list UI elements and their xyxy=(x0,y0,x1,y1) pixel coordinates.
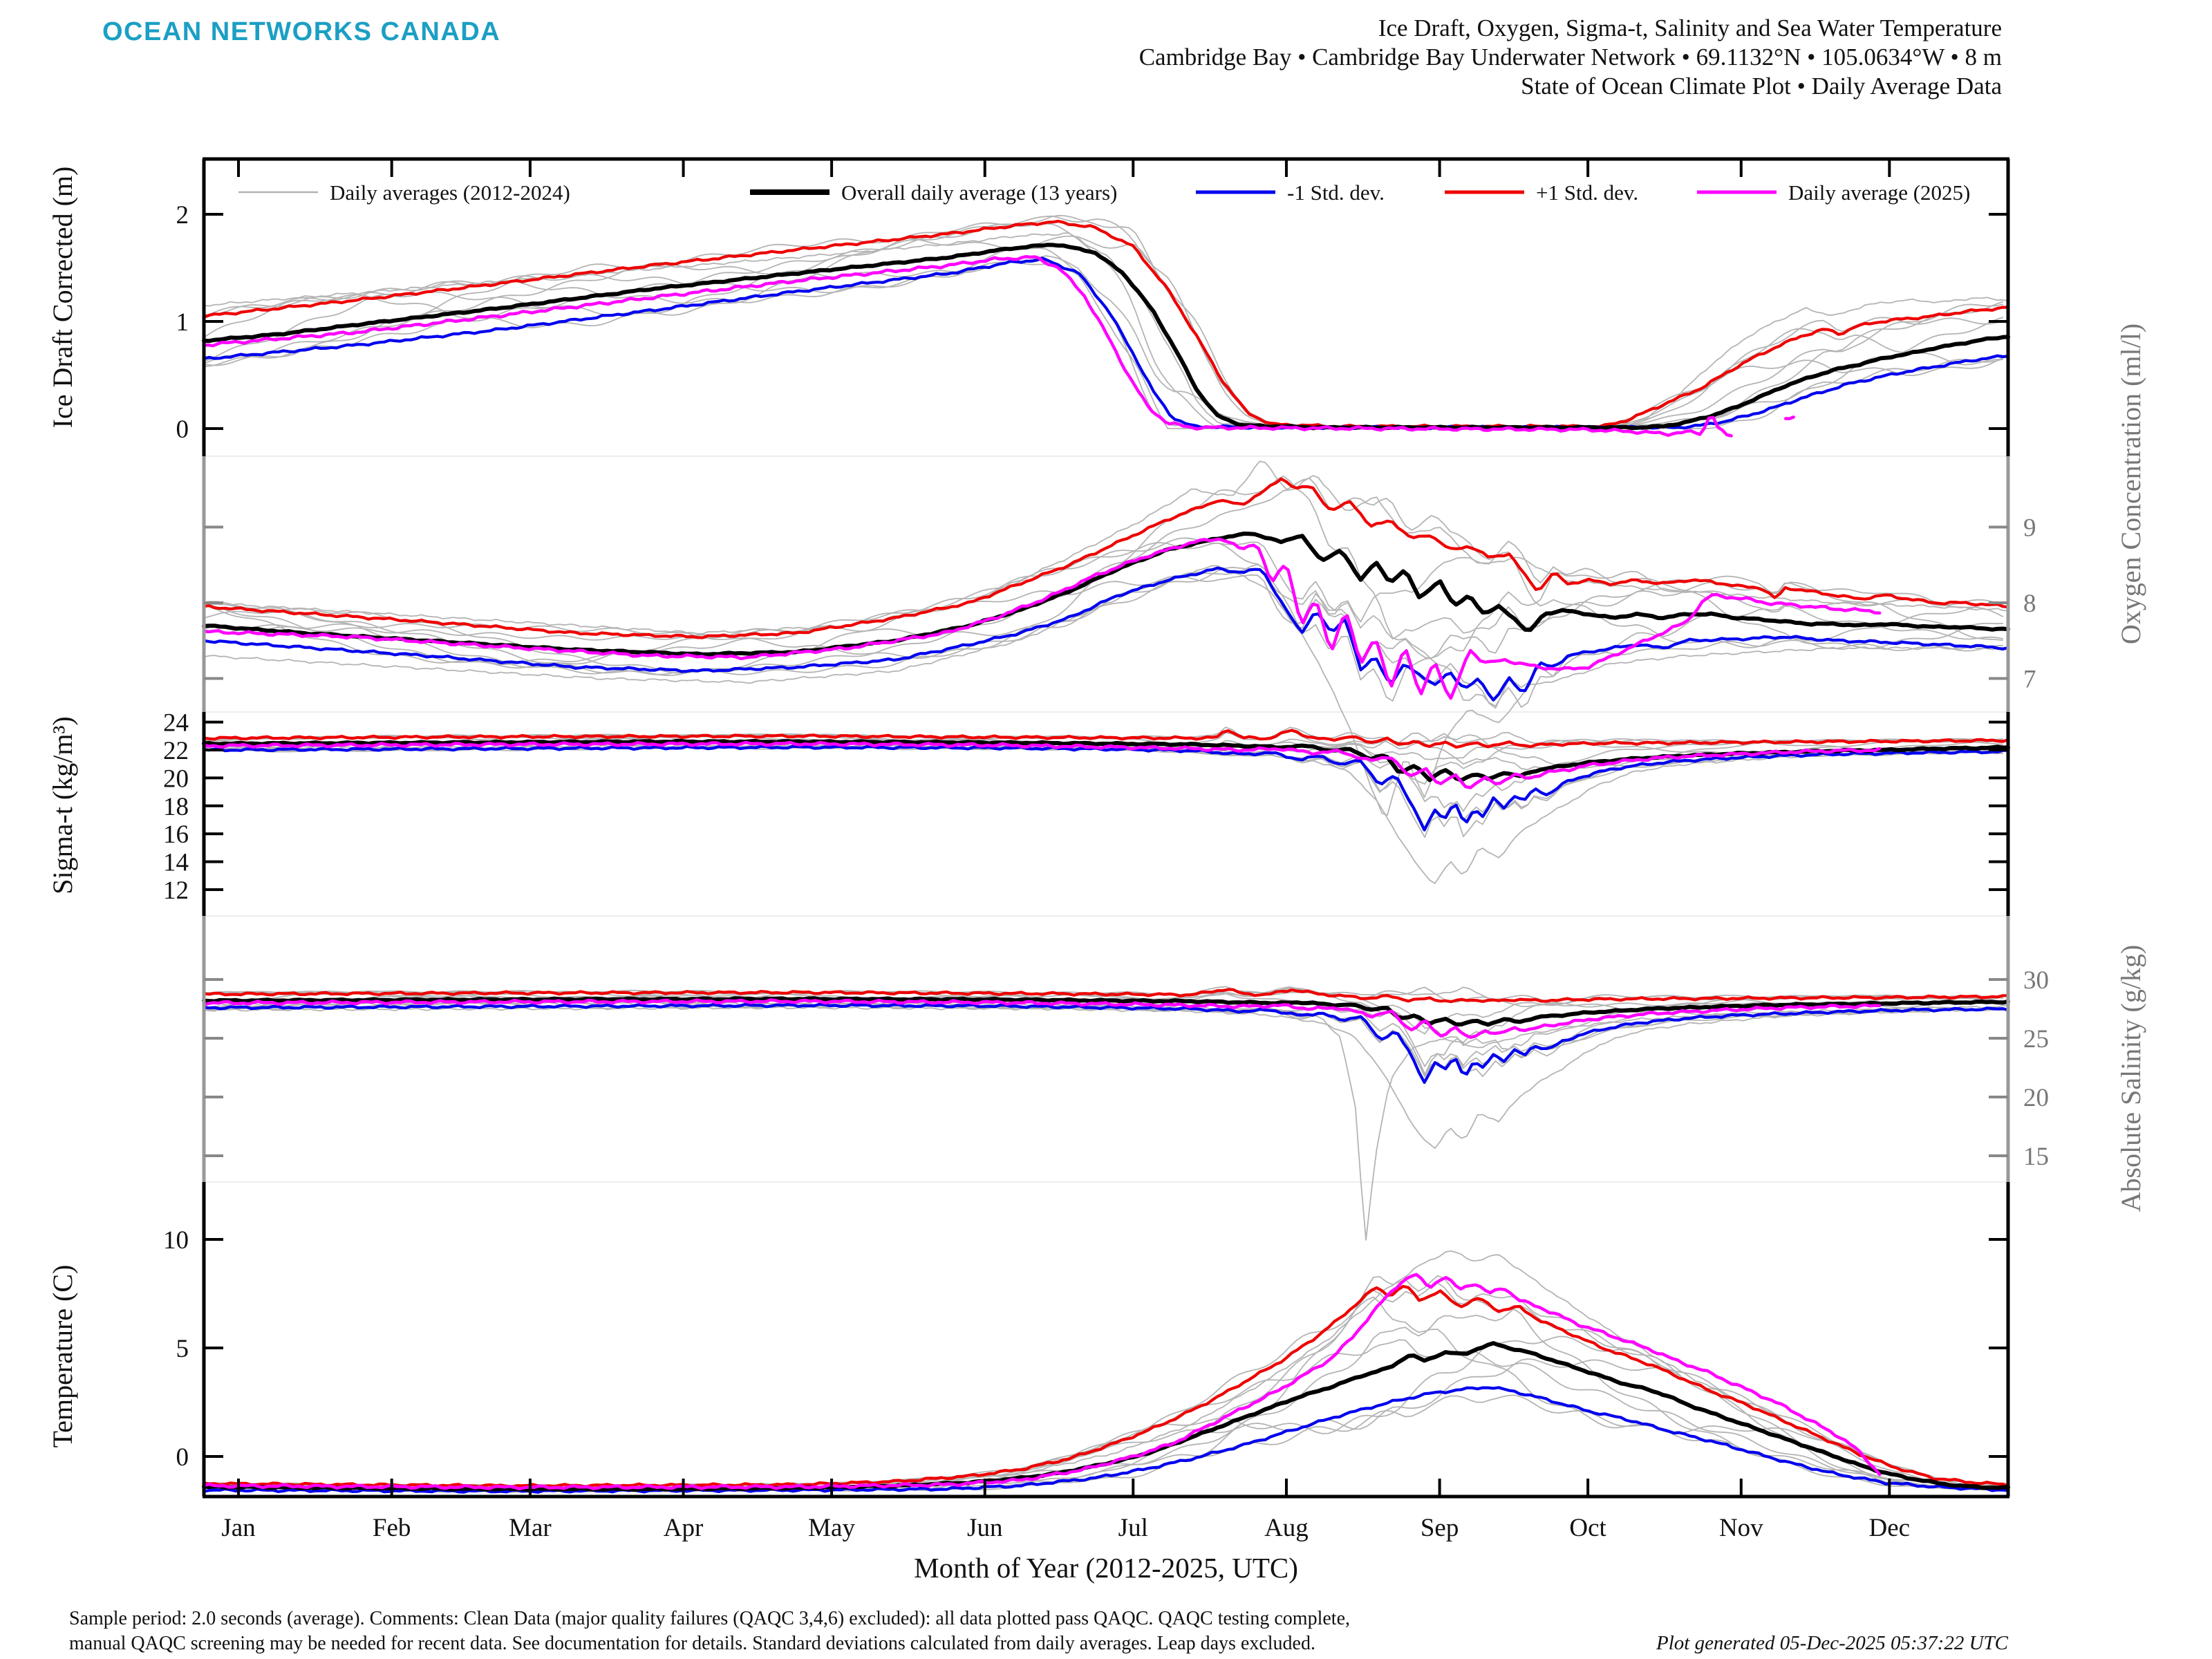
oxygen-minus-std-line xyxy=(202,566,2010,702)
oxygen-yearly-line xyxy=(203,566,2004,669)
oxygen-yearly-line xyxy=(203,542,2003,702)
sigma_t-tick-label: 16 xyxy=(163,821,189,849)
oxygen-2025-line xyxy=(202,537,1882,700)
month-label: May xyxy=(808,1514,855,1542)
sigma_t-tick-label: 22 xyxy=(163,737,189,765)
temperature-2025-line xyxy=(202,1273,1882,1491)
ice_draft-tick-label: 1 xyxy=(176,308,189,337)
sigma_t-2025-line xyxy=(202,740,1882,789)
plot-title-line2: Cambridge Bay • Cambridge Bay Underwater… xyxy=(1139,44,2002,71)
legend-label-4: +1 Std. dev. xyxy=(1536,180,1638,205)
ice_draft-yearly-line xyxy=(203,214,2004,429)
salinity-tick-label: 25 xyxy=(2023,1025,2049,1053)
salinity-yearly-line xyxy=(204,991,2003,1075)
legend-label-2: Overall daily average (13 years) xyxy=(841,180,1117,205)
ice_draft-plus-std-line xyxy=(202,219,2010,429)
month-label: Oct xyxy=(1569,1514,1606,1542)
salinity-minus-std-line xyxy=(202,1002,2010,1084)
salinity-yearly-line xyxy=(203,1006,2009,1150)
sigma_t-tick-label: 14 xyxy=(163,849,189,877)
temperature-tick-label: 5 xyxy=(176,1335,189,1363)
salinity-tick-label: 30 xyxy=(2023,966,2049,995)
ice_draft-axis-title: Ice Draft Corrected (m) xyxy=(47,167,78,429)
salinity-plus-std-line xyxy=(202,988,2010,1004)
temperature-tick-label: 0 xyxy=(176,1443,189,1472)
sigma_t-plus-std-line xyxy=(202,729,2010,749)
salinity-mean-line xyxy=(202,996,2010,1027)
month-label: Jul xyxy=(1118,1514,1148,1542)
month-label: Jun xyxy=(967,1514,1002,1542)
month-label: Nov xyxy=(1719,1514,1763,1542)
generated-timestamp: Plot generated 05-Dec-2025 05:37:22 UTC xyxy=(1656,1632,2009,1654)
month-label: Mar xyxy=(509,1514,552,1542)
oxygen-yearly-line xyxy=(203,460,2009,635)
sigma_t-mean-line xyxy=(202,738,2010,782)
ice_draft-tick-label: 0 xyxy=(176,415,189,444)
month-label: Apr xyxy=(664,1514,704,1542)
oxygen-tick-label: 7 xyxy=(2023,666,2036,694)
oxygen-axis-title: Oxygen Concentration (ml/l) xyxy=(2115,324,2146,644)
sigma_t-axis-title: Sigma-t (kg/m³) xyxy=(47,716,78,894)
month-label: Jan xyxy=(221,1514,255,1542)
salinity-tick-label: 20 xyxy=(2023,1084,2049,1112)
legend-label-5: Daily average (2025) xyxy=(1788,180,1970,205)
footer-line1: Sample period: 2.0 seconds (average). Co… xyxy=(69,1608,1350,1629)
footer-line2: manual QAQC screening may be needed for … xyxy=(69,1633,1315,1654)
month-label: Dec xyxy=(1869,1514,1911,1542)
plot-title-line3: State of Ocean Climate Plot • Daily Aver… xyxy=(1521,73,2002,100)
sigma_t-tick-label: 20 xyxy=(163,765,189,793)
month-label: Sep xyxy=(1421,1514,1459,1542)
temperature-axis-title: Temperature (C) xyxy=(47,1265,78,1448)
ice_draft-mean-line xyxy=(202,243,2010,431)
temperature-tick-label: 10 xyxy=(163,1226,189,1255)
ice_draft-tick-label: 2 xyxy=(176,201,189,229)
temperature-minus-std-line xyxy=(202,1386,2010,1494)
sigma_t-tick-label: 12 xyxy=(163,877,189,905)
oxygen-yearly-line xyxy=(203,537,2003,709)
salinity-axis-title: Absolute Salinity (g/kg) xyxy=(2115,945,2146,1212)
sigma_t-tick-label: 18 xyxy=(163,793,189,821)
ice_draft-yearly-line xyxy=(203,215,2003,429)
month-label: Feb xyxy=(373,1514,411,1542)
salinity-tick-label: 15 xyxy=(2023,1143,2049,1171)
x-axis-title: Month of Year (2012-2025, UTC) xyxy=(914,1552,1298,1584)
sigma_t-tick-label: 24 xyxy=(163,709,189,738)
legend-label-3: -1 Std. dev. xyxy=(1287,180,1385,205)
oxygen-yearly-line xyxy=(203,565,2009,816)
sigma_t-minus-std-line xyxy=(202,744,2010,832)
salinity-2025-line xyxy=(202,998,1882,1039)
onc-logo: OCEAN NETWORKS CANADA xyxy=(102,17,500,46)
oxygen-tick-label: 8 xyxy=(2023,590,2036,618)
ice_draft-2025-line xyxy=(202,254,1733,438)
oxygen-tick-label: 9 xyxy=(2023,514,2036,543)
legend-label-1: Daily averages (2012-2024) xyxy=(330,180,570,205)
oxygen-plus-std-line xyxy=(202,477,2010,639)
plot-title-line1: Ice Draft, Oxygen, Sigma-t, Salinity and… xyxy=(1378,15,2002,41)
ice_draft-2025-line xyxy=(1783,415,1795,420)
month-label: Aug xyxy=(1264,1514,1309,1542)
